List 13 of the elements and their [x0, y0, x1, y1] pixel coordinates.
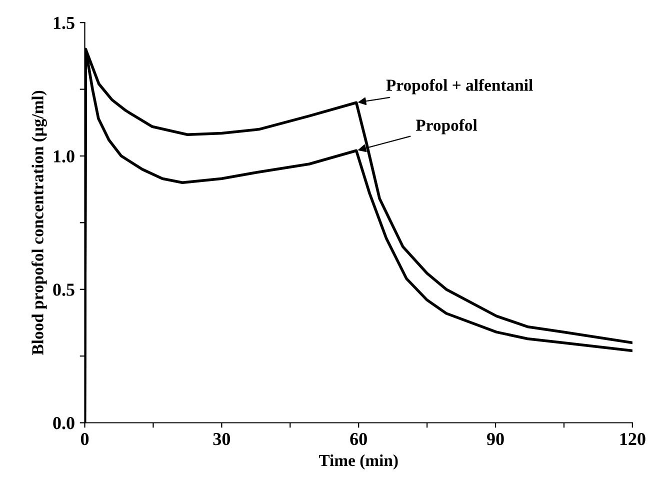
y-tick-label: 1.5 — [54, 16, 74, 30]
annotation: Propofol + alfentanil — [386, 78, 533, 94]
y-tick-label: 0.5 — [53, 284, 74, 296]
x-axis-title: Time (min) — [318, 454, 398, 470]
annotation: Propofol — [416, 118, 478, 134]
x-tick-label: 120 — [620, 432, 646, 446]
x-tick-label: 60 — [350, 432, 367, 446]
x-tick-label: 30 — [213, 432, 230, 446]
y-tick-label: 0.0 — [53, 417, 74, 430]
x-tick-label: 0 — [80, 432, 89, 446]
y-axis-title: Blood propofol concentration (μg/ml) — [32, 90, 47, 355]
y-tick-label: 1.0 — [54, 150, 74, 162]
x-tick-label: 90 — [486, 432, 504, 446]
